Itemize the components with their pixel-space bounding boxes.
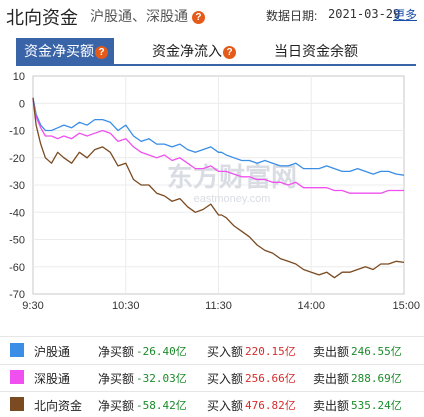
- header: 北向资金 沪股通、深股通 ? 数据日期: 2021-03-29 更多: [0, 0, 424, 28]
- tab-net-inflow[interactable]: 资金净流入?: [152, 38, 236, 64]
- x-axis: 9:30 10:30 11:30 14:00 15:00: [22, 300, 420, 312]
- legend-name: 北向资金: [34, 399, 83, 413]
- y-tick-label: 0: [19, 98, 25, 110]
- legend-row-hgt: 沪股通 净买额 -26.40亿 买入额 220.15亿 卖出额 246.55亿: [0, 338, 424, 364]
- buy-value: 220.15亿: [245, 345, 296, 358]
- watermark: 东方财富网 eastmoney.com: [167, 162, 297, 205]
- legend-name: 深股通: [34, 372, 71, 386]
- y-tick-label: 10: [13, 71, 25, 83]
- net-buy-value: -26.40亿: [136, 345, 187, 358]
- sell-label: 卖出额: [313, 372, 350, 386]
- legend-swatch: [10, 370, 24, 384]
- net-buy-label: 净买额: [98, 372, 135, 386]
- series-line-1: [32, 100, 404, 194]
- tab-label: 当日资金余额: [274, 43, 358, 59]
- y-tick-label: -10: [9, 126, 25, 138]
- subtitle-text: 沪股通、深股通: [90, 8, 188, 24]
- x-tick-label: 14:00: [297, 300, 325, 312]
- net-buy-line-chart: 东方财富网 eastmoney.com 10 0 -10 -20 -30 -40 -50 -6…: [9, 71, 420, 312]
- page-title: 北向资金: [6, 8, 78, 28]
- sell-value: 246.55亿: [351, 345, 402, 358]
- chart-series: [32, 97, 405, 279]
- net-buy-label: 净买额: [98, 399, 135, 413]
- y-tick-label: -20: [9, 153, 25, 165]
- page-subtitle: 沪股通、深股通 ?: [90, 6, 205, 26]
- x-tick-label: 9:30: [22, 300, 43, 312]
- watermark-text: 东方财富网: [167, 162, 297, 192]
- date-value: 2021-03-29: [328, 7, 401, 21]
- chart-grid: [32, 75, 405, 295]
- buy-label: 买入额: [207, 345, 244, 359]
- y-tick-label: -60: [9, 262, 25, 274]
- tab-net-buy[interactable]: 资金净买额?: [16, 38, 114, 64]
- series-line-2: [32, 97, 405, 279]
- tab-label: 资金净买额: [24, 43, 94, 59]
- legend-swatch: [10, 343, 24, 357]
- x-tick-label: 15:00: [392, 300, 420, 312]
- more-link[interactable]: 更多: [393, 8, 418, 22]
- tab-label: 资金净流入: [152, 43, 222, 59]
- divider: [0, 364, 424, 365]
- help-icon[interactable]: ?: [191, 11, 205, 24]
- y-tick-label: -30: [9, 180, 25, 192]
- date-label: 数据日期:: [266, 9, 318, 23]
- net-buy-label: 净买额: [98, 345, 135, 359]
- x-tick-label: 10:30: [112, 300, 140, 312]
- sell-value: 535.24亿: [351, 399, 402, 412]
- watermark-subtext: eastmoney.com: [194, 193, 271, 205]
- x-tick-label: 11:30: [205, 300, 232, 312]
- net-buy-value: -32.03亿: [136, 372, 187, 385]
- legend-swatch: [10, 397, 24, 411]
- buy-label: 买入额: [207, 399, 244, 413]
- y-tick-label: -70: [9, 289, 25, 301]
- sell-label: 卖出额: [313, 399, 350, 413]
- y-tick-label: -50: [9, 235, 25, 247]
- divider: [0, 391, 424, 392]
- legend-row-northbound: 北向资金 净买额 -58.42亿 买入额 476.82亿 卖出额 535.24亿: [0, 392, 424, 417]
- net-buy-value: -58.42亿: [136, 399, 187, 412]
- y-axis: 10 0 -10 -20 -30 -40 -50 -60 -70: [9, 71, 25, 301]
- sell-value: 288.69亿: [351, 372, 402, 385]
- y-tick-label: -40: [9, 207, 25, 219]
- tab-bar: 资金净买额? 资金净流入? 当日资金余额: [16, 38, 416, 66]
- legend-row-sgt: 深股通 净买额 -32.03亿 买入额 256.66亿 卖出额 288.69亿: [0, 365, 424, 391]
- divider: [0, 336, 424, 337]
- help-icon[interactable]: ?: [95, 46, 108, 59]
- sell-label: 卖出额: [313, 345, 350, 359]
- buy-value: 256.66亿: [245, 372, 296, 385]
- help-icon[interactable]: ?: [223, 46, 236, 59]
- tab-daily-balance[interactable]: 当日资金余额: [274, 38, 358, 64]
- buy-value: 476.82亿: [245, 399, 296, 412]
- legend-name: 沪股通: [34, 345, 71, 359]
- buy-label: 买入额: [207, 372, 244, 386]
- series-line-0: [32, 97, 405, 176]
